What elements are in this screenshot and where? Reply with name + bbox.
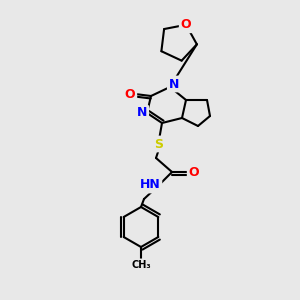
Text: HN: HN [140, 178, 160, 191]
Text: O: O [125, 88, 135, 100]
Text: S: S [154, 137, 164, 151]
Text: N: N [137, 106, 147, 119]
Text: O: O [181, 18, 191, 31]
Text: CH₃: CH₃ [131, 260, 151, 270]
Text: N: N [169, 77, 179, 91]
Text: O: O [189, 166, 199, 178]
